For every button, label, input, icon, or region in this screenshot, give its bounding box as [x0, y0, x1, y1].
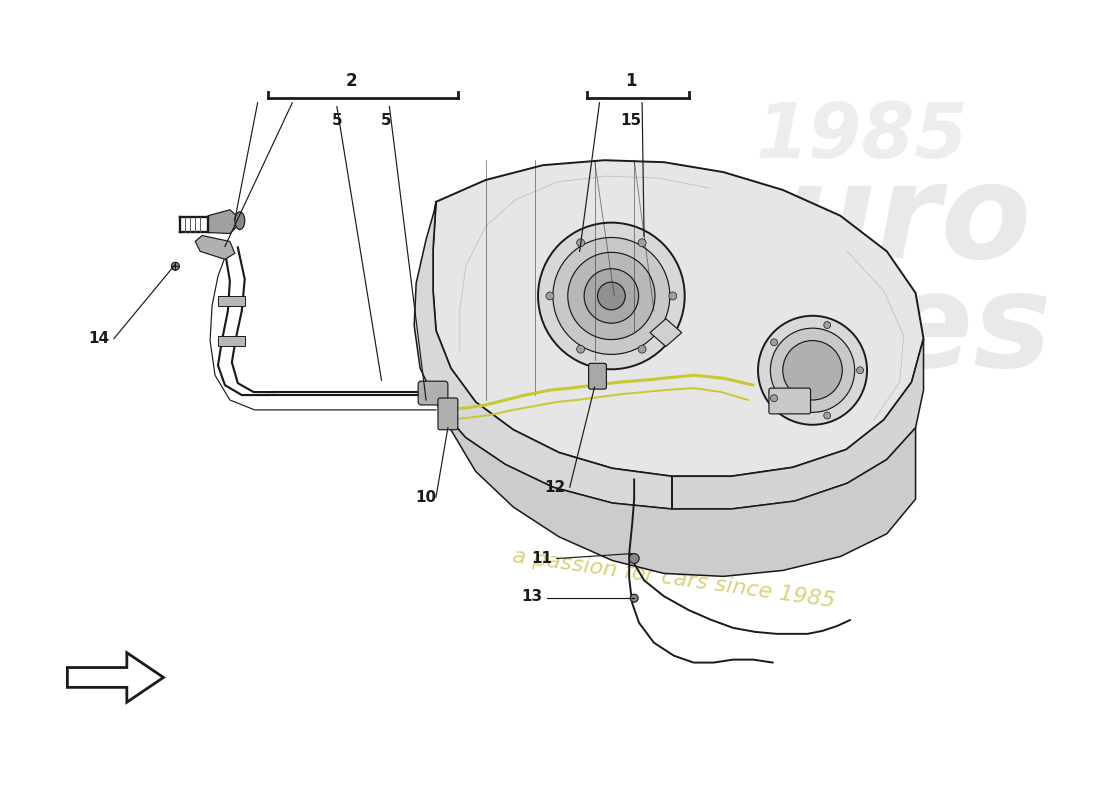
Ellipse shape [770, 328, 855, 412]
Ellipse shape [172, 262, 179, 270]
Polygon shape [218, 296, 244, 306]
FancyBboxPatch shape [588, 363, 606, 389]
Ellipse shape [568, 252, 654, 339]
Polygon shape [208, 210, 238, 234]
Ellipse shape [630, 594, 638, 602]
Ellipse shape [546, 292, 554, 300]
Text: 2: 2 [346, 72, 358, 90]
Ellipse shape [553, 238, 670, 354]
Polygon shape [218, 335, 244, 346]
Text: 10: 10 [416, 490, 437, 505]
Ellipse shape [538, 222, 684, 370]
Ellipse shape [824, 412, 830, 419]
Polygon shape [438, 406, 915, 576]
Ellipse shape [771, 394, 778, 402]
Ellipse shape [857, 367, 864, 374]
Ellipse shape [584, 269, 639, 323]
Ellipse shape [629, 554, 639, 563]
Ellipse shape [638, 238, 646, 246]
Ellipse shape [234, 212, 244, 230]
Polygon shape [415, 202, 672, 509]
Ellipse shape [783, 341, 843, 400]
Text: fares: fares [672, 267, 1052, 394]
Polygon shape [195, 235, 234, 259]
FancyBboxPatch shape [769, 388, 811, 414]
FancyBboxPatch shape [438, 398, 458, 430]
Text: a passion for cars since 1985: a passion for cars since 1985 [512, 546, 836, 611]
Text: 5: 5 [331, 113, 342, 128]
Polygon shape [67, 653, 164, 702]
Ellipse shape [576, 345, 584, 353]
Text: 15: 15 [620, 113, 641, 128]
Text: 13: 13 [521, 589, 542, 604]
Polygon shape [650, 318, 682, 346]
Text: 1985: 1985 [756, 101, 968, 174]
Text: 12: 12 [544, 480, 565, 494]
Ellipse shape [824, 322, 830, 329]
Ellipse shape [758, 316, 867, 425]
Ellipse shape [597, 282, 625, 310]
Text: euro: euro [692, 158, 1032, 285]
Ellipse shape [576, 238, 584, 246]
Ellipse shape [669, 292, 676, 300]
Polygon shape [433, 160, 924, 476]
Text: 14: 14 [88, 331, 110, 346]
Text: 11: 11 [531, 551, 552, 566]
FancyBboxPatch shape [418, 381, 448, 405]
Ellipse shape [771, 339, 778, 346]
Text: 1: 1 [626, 72, 637, 90]
Text: 5: 5 [381, 113, 392, 128]
Polygon shape [672, 338, 924, 509]
Ellipse shape [638, 345, 646, 353]
